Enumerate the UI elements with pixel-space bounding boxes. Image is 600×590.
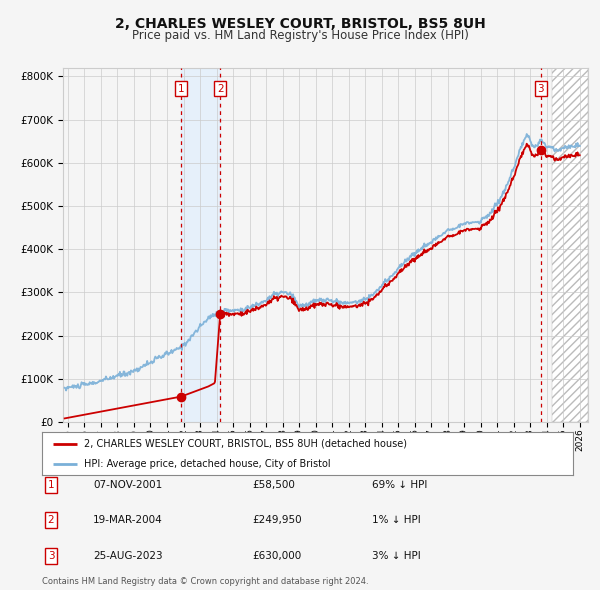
Bar <box>181 68 220 422</box>
Text: 1% ↓ HPI: 1% ↓ HPI <box>372 516 421 525</box>
Text: HPI: Average price, detached house, City of Bristol: HPI: Average price, detached house, City… <box>85 459 331 469</box>
Text: 69% ↓ HPI: 69% ↓ HPI <box>372 480 427 490</box>
Text: Contains HM Land Registry data © Crown copyright and database right 2024.
This d: Contains HM Land Registry data © Crown c… <box>42 577 368 590</box>
Text: £58,500: £58,500 <box>252 480 295 490</box>
Text: 3: 3 <box>538 84 544 94</box>
Text: 3: 3 <box>47 551 55 560</box>
Text: 2: 2 <box>47 516 55 525</box>
Text: 2: 2 <box>217 84 223 94</box>
Text: 19-MAR-2004: 19-MAR-2004 <box>93 516 163 525</box>
Text: £630,000: £630,000 <box>252 551 301 560</box>
Text: 3% ↓ HPI: 3% ↓ HPI <box>372 551 421 560</box>
Text: 2, CHARLES WESLEY COURT, BRISTOL, BS5 8UH: 2, CHARLES WESLEY COURT, BRISTOL, BS5 8U… <box>115 17 485 31</box>
Text: 1: 1 <box>47 480 55 490</box>
Text: 2, CHARLES WESLEY COURT, BRISTOL, BS5 8UH (detached house): 2, CHARLES WESLEY COURT, BRISTOL, BS5 8U… <box>85 439 407 449</box>
Text: 25-AUG-2023: 25-AUG-2023 <box>93 551 163 560</box>
Text: 1: 1 <box>178 84 184 94</box>
Text: 07-NOV-2001: 07-NOV-2001 <box>93 480 162 490</box>
Text: Price paid vs. HM Land Registry's House Price Index (HPI): Price paid vs. HM Land Registry's House … <box>131 30 469 42</box>
Text: £249,950: £249,950 <box>252 516 302 525</box>
